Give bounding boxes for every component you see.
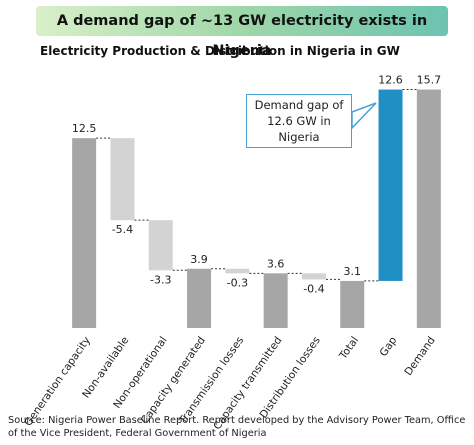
- x-tick-label: Total: [337, 335, 361, 363]
- bar: [148, 220, 173, 271]
- x-tick-label: Gap: [377, 334, 399, 359]
- value-label: -3.3: [150, 273, 171, 286]
- source: Source: Nigeria Power Baseline Report. R…: [8, 415, 466, 439]
- bar: [301, 273, 326, 280]
- bar: [263, 273, 288, 328]
- x-tick-label: Demand: [402, 335, 437, 378]
- value-label: 3.1: [344, 265, 362, 278]
- bar: [225, 268, 250, 274]
- bar: [416, 89, 441, 329]
- bar: [72, 138, 97, 328]
- bar: [187, 268, 212, 328]
- value-label: -5.4: [112, 223, 133, 236]
- chart-title: A demand gap of ~13 GW electricity exist…: [36, 6, 448, 59]
- value-label: 12.5: [72, 122, 97, 135]
- bar: [340, 280, 365, 328]
- callout-pointer: [351, 102, 377, 130]
- bar: [110, 138, 135, 221]
- value-label: 12.6: [378, 74, 403, 87]
- value-label: 3.9: [190, 253, 208, 266]
- value-label: 3.6: [267, 257, 285, 270]
- value-label: -0.3: [227, 276, 248, 289]
- chart-subtitle: Electricity Production & Distribution in…: [40, 44, 400, 58]
- bar: [378, 89, 403, 281]
- value-label: 15.7: [417, 74, 442, 87]
- annotation: Demand gap of 12.6 GW in Nigeria: [246, 94, 352, 148]
- value-label: -0.4: [303, 282, 324, 295]
